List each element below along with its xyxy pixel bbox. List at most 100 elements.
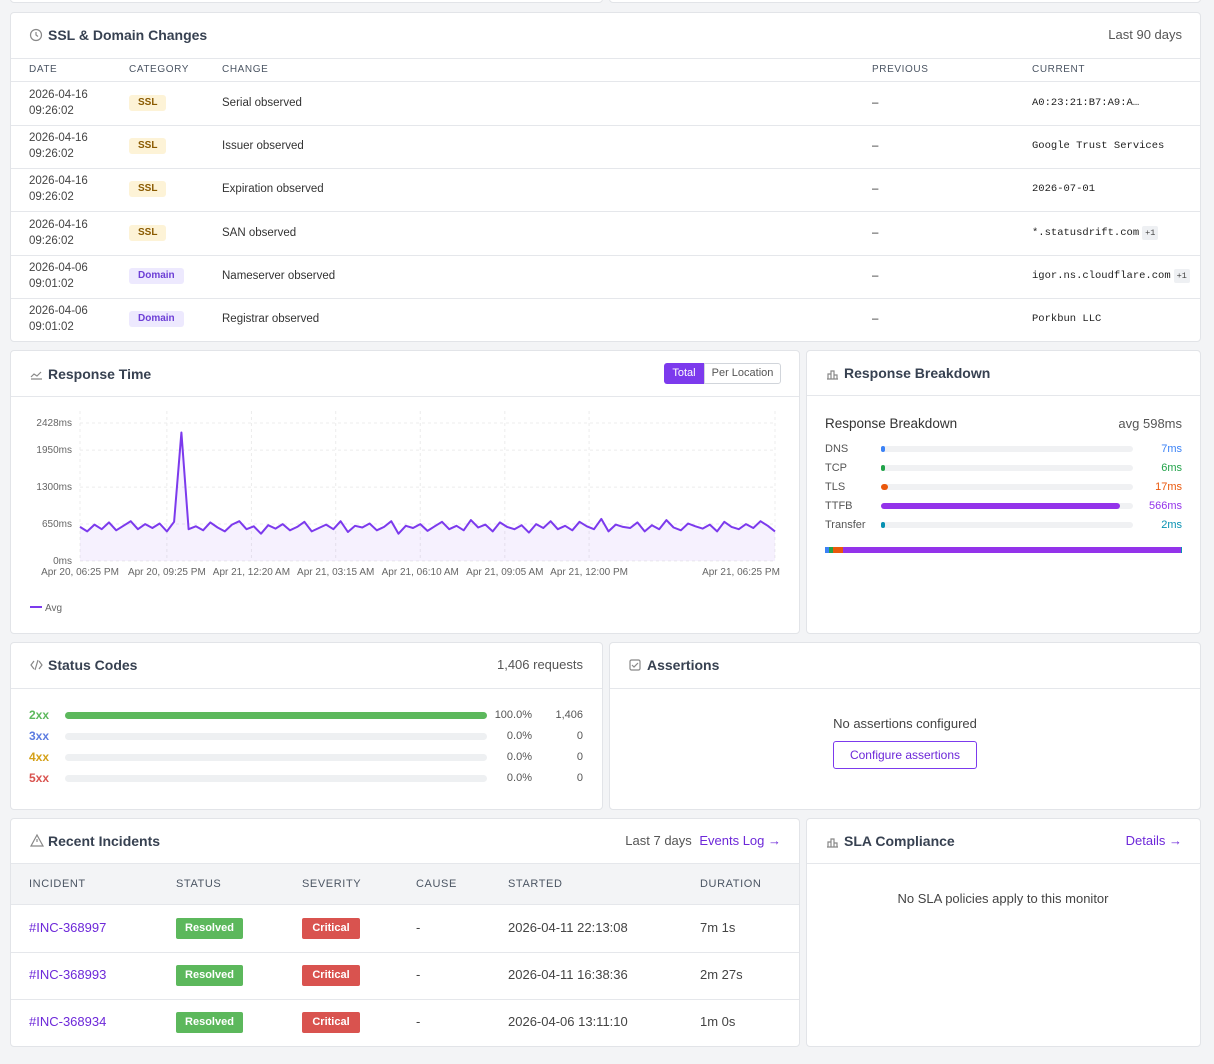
column-header: CAUSE: [416, 878, 457, 890]
card-title: Response Time: [48, 366, 152, 382]
details-link[interactable]: Details →: [1125, 833, 1182, 848]
date: 2026-04-16: [29, 132, 88, 145]
toggle-per-location[interactable]: Per Location: [704, 363, 781, 384]
check-icon: [631, 662, 639, 668]
code-track: [65, 774, 487, 782]
change: SAN observed: [222, 226, 297, 239]
x-tick-label: Apr 21, 03:15 AM: [297, 567, 374, 578]
code: 4xx: [29, 750, 50, 764]
x-tick-label: Apr 20, 09:25 PM: [128, 567, 206, 578]
previous: –: [872, 313, 879, 325]
severity-badge: Critical: [302, 965, 360, 986]
column-header: CURRENT: [1032, 64, 1086, 75]
current: igor.ns.cloudflare.com: [1032, 269, 1171, 282]
incident-id[interactable]: #INC-368997: [29, 920, 107, 935]
divider: [11, 58, 1200, 59]
code-count: 0: [576, 730, 583, 742]
chart-icon: [30, 371, 42, 380]
area-fill: [80, 432, 775, 561]
x-tick-label: Apr 21, 12:20 AM: [213, 567, 290, 578]
warning-icon: [29, 833, 45, 847]
column-header: CHANGE: [222, 64, 269, 75]
time: 09:01:02: [29, 321, 74, 333]
clock-icon: [35, 32, 39, 37]
configure-button[interactable]: Configure assertions: [833, 741, 977, 769]
status-badge: Resolved: [176, 1012, 243, 1033]
card-title: SLA Compliance: [844, 833, 955, 849]
change: Expiration observed: [222, 183, 324, 196]
incident-id[interactable]: #INC-368934: [29, 1014, 107, 1029]
current: Google Trust Services: [1032, 140, 1165, 153]
code-count: 0: [576, 751, 583, 763]
phase-value: 7ms: [1161, 443, 1182, 455]
x-tick-label: Apr 21, 06:25 PM: [702, 567, 780, 578]
stacked-segment: [832, 547, 843, 553]
code: 3xx: [29, 729, 50, 743]
avg: avg 598ms: [1118, 416, 1182, 431]
empty-state: No SLA policies apply to this monitor: [897, 891, 1109, 906]
period: Last 7 days: [625, 833, 692, 848]
events-link[interactable]: Events Log →: [699, 833, 781, 848]
incident-id[interactable]: #INC-368993: [29, 967, 107, 982]
clock-icon: [29, 28, 43, 42]
column-header: SEVERITY: [302, 878, 362, 890]
incidents-card: [10, 818, 800, 1047]
cause: -: [416, 920, 421, 935]
phase-value: 6ms: [1161, 462, 1182, 474]
extra-badge: +1: [1142, 225, 1159, 240]
time: 09:26:02: [29, 234, 74, 247]
divider: [11, 125, 1200, 126]
status-badge: Resolved: [176, 918, 243, 939]
table-header-bg: [11, 863, 799, 905]
phase-track: [881, 484, 1133, 490]
current: Porkbun LLC: [1032, 313, 1102, 325]
divider: [11, 168, 1200, 169]
card-title: SSL & Domain Changes: [48, 27, 208, 43]
phase-bar: [881, 503, 1120, 509]
total: 1,406 requests: [496, 657, 583, 672]
code-track: [65, 753, 487, 761]
column-header: DATE: [29, 64, 58, 75]
time: 09:26:02: [29, 191, 74, 204]
divider: [11, 396, 799, 397]
toggle-total[interactable]: Total: [664, 363, 704, 384]
date: 2026-04-06: [29, 305, 88, 317]
divider: [11, 211, 1200, 212]
started: 2026-04-06 13:11:10: [508, 1014, 628, 1029]
phase-name: TTFB: [825, 500, 853, 512]
previous: –: [872, 183, 879, 196]
category-badge: SSL: [129, 224, 167, 241]
code-percent: 100.0%: [494, 709, 532, 721]
code-percent: 0.0%: [506, 772, 532, 784]
status-codes-card: [10, 642, 603, 810]
response-time-card: [10, 350, 800, 634]
breakdown-card: [806, 350, 1201, 634]
line-series: [79, 431, 776, 535]
empty-state: No assertions configured: [833, 716, 977, 731]
date: 2026-04-16: [29, 89, 88, 101]
card-title: Status Codes: [48, 657, 138, 673]
period: Last 90 days: [1108, 27, 1182, 42]
column-header: STATUS: [176, 878, 222, 890]
severity-badge: Critical: [302, 918, 360, 939]
duration: 2m 27s: [700, 967, 743, 982]
current: A0:23:21:B7:A9:A…: [1032, 97, 1140, 109]
phase-bar: [881, 522, 885, 528]
column-header: INCIDENT: [29, 878, 86, 890]
code-count: 1,406: [555, 709, 583, 721]
stacked-segment: [829, 547, 833, 553]
category-badge: SSL: [129, 95, 167, 111]
previous: –: [872, 226, 879, 239]
legend-label: Avg: [45, 603, 62, 614]
status-badge: Resolved: [176, 965, 243, 986]
card-title: Response Breakdown: [844, 365, 991, 381]
column-header: PREVIOUS: [872, 64, 929, 75]
code-track: [65, 732, 487, 740]
phase-value: 17ms: [1155, 481, 1182, 493]
change: Issuer observed: [222, 140, 304, 153]
x-tick-label: Apr 21, 12:00 PM: [550, 567, 628, 578]
code-icon: [30, 659, 43, 671]
breakdown-heading: Response Breakdown: [825, 416, 958, 431]
